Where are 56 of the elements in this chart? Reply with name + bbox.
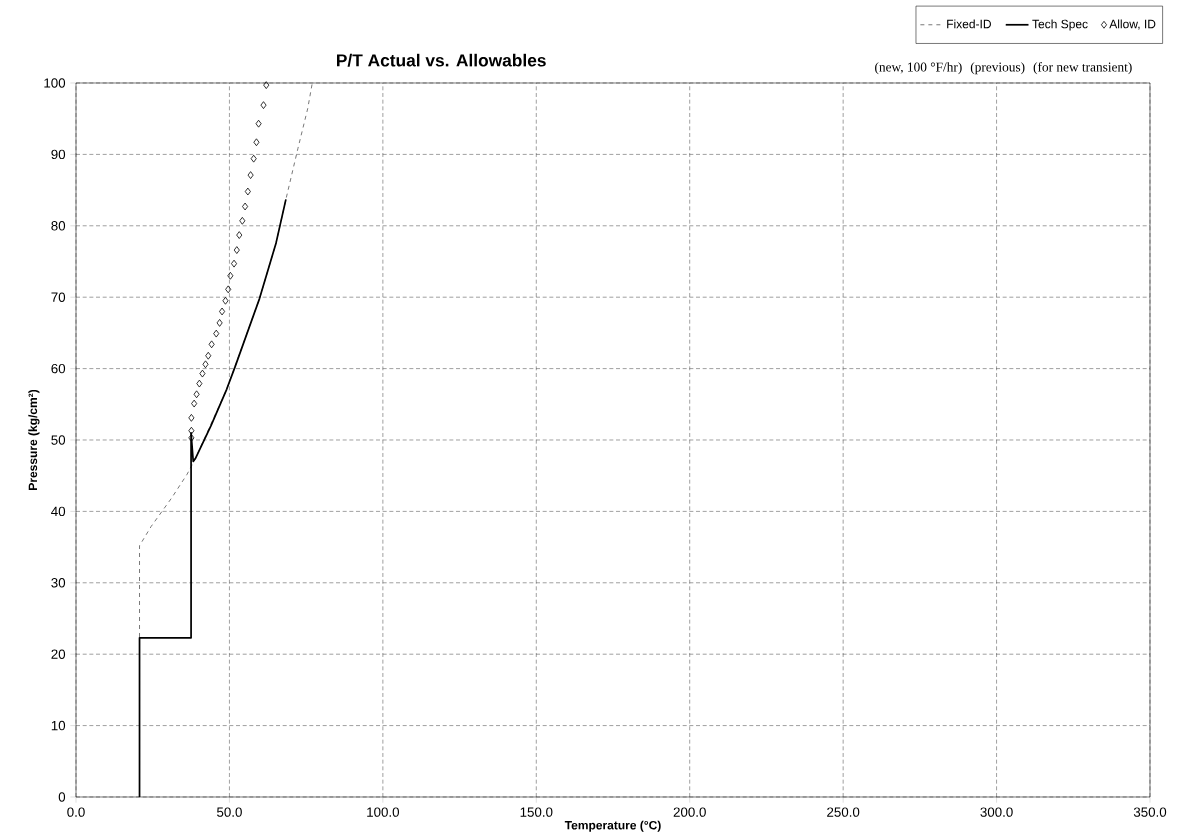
point: [208, 340, 215, 349]
y-tick-label: 50: [51, 435, 66, 445]
legend-label: Fixed-ID: [947, 19, 991, 29]
point: [196, 379, 203, 388]
x-tick-label: 150.0: [520, 807, 553, 817]
point: [231, 259, 238, 268]
point: [191, 399, 198, 408]
x-tick-label: 350.0: [1133, 807, 1167, 817]
point: [247, 171, 254, 179]
point: [205, 351, 212, 360]
point: [227, 271, 234, 280]
point: [199, 369, 206, 378]
y-axis-title: Pressure (kg/cm²): [28, 389, 40, 490]
y-tick-label: 10: [51, 720, 66, 731]
y-tick-label: 20: [51, 649, 66, 659]
y-tick-label: 80: [51, 220, 66, 231]
x-tick-label: 250.0: [827, 807, 860, 817]
point: [213, 329, 220, 338]
point: [233, 246, 240, 254]
y-tick-label: 90: [51, 149, 66, 159]
text: (new, 100 °F/hr): [875, 62, 962, 75]
x-tick-label: 300.0: [980, 807, 1013, 817]
y-tick-label: 0: [58, 792, 66, 802]
chart-title: P/T Actual vs. Allowables: [337, 53, 546, 67]
point: [216, 318, 223, 327]
x-tick-label: 200.0: [673, 807, 706, 817]
point: [253, 138, 260, 146]
point: [255, 119, 262, 128]
point: [250, 154, 257, 163]
point: [188, 413, 195, 422]
point: [260, 101, 267, 109]
x-tick-label: 0.0: [67, 807, 85, 817]
point: [239, 216, 246, 225]
text: (previous): [970, 62, 1025, 75]
y-tick-label: 60: [51, 363, 66, 374]
legend-label: Tech Spec: [1032, 19, 1088, 31]
point: [222, 296, 229, 305]
point: [193, 390, 200, 399]
point: [263, 81, 270, 89]
y-tick-label: 100: [44, 78, 66, 88]
y-tick-label: 30: [51, 577, 66, 588]
point: [202, 360, 209, 369]
legend-label: Allow, ID: [1109, 19, 1156, 30]
point: [188, 433, 195, 442]
x-tick-label: 50.0: [217, 807, 242, 817]
point: [244, 187, 251, 196]
text: (for new transient): [1033, 61, 1132, 75]
point: [236, 231, 243, 239]
point: [188, 426, 195, 435]
point: [219, 307, 226, 316]
x-axis-title: Temperature (°C): [564, 820, 661, 832]
y-tick-label: 70: [51, 292, 66, 302]
y-tick-label: 40: [51, 506, 66, 516]
point: [242, 202, 249, 211]
point: [225, 285, 232, 294]
x-tick-label: 100.0: [367, 807, 400, 817]
